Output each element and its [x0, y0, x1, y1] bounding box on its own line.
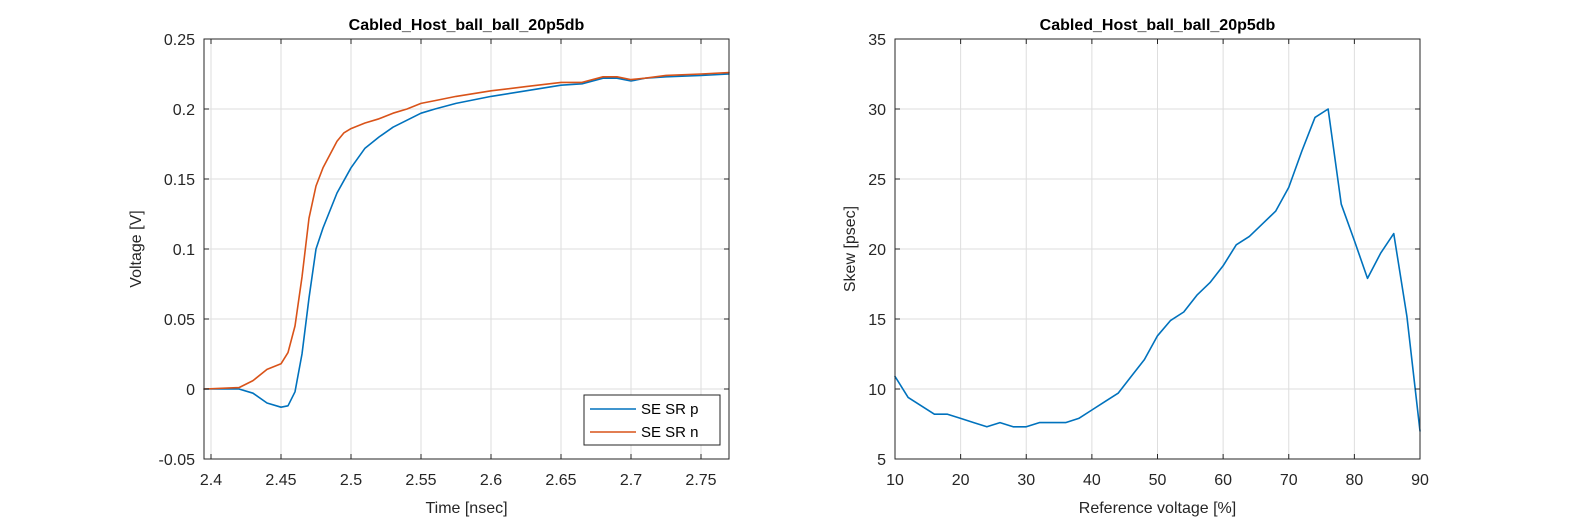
voltage-x-tick-label: 2.5 — [340, 472, 362, 489]
skew-y-axis-label: Skew [psec] — [842, 206, 859, 292]
voltage-y-axis-label: Voltage [V] — [128, 210, 145, 287]
voltage-legend: SE SR p SE SR n — [583, 394, 721, 446]
legend-label-se-sr-n: SE SR n — [641, 424, 699, 441]
legend-box — [583, 394, 721, 446]
skew-chart-title: Cabled_Host_ball_ball_20p5db — [1040, 17, 1276, 34]
skew-series-line — [894, 108, 1421, 432]
skew-y-tick-label: 30 — [868, 102, 886, 119]
voltage-x-tick-label: 2.6 — [480, 472, 502, 489]
skew-y-tick-label: 15 — [868, 312, 886, 329]
voltage-y-tick-label: 0.2 — [173, 102, 195, 119]
voltage-y-tick-label: 0.1 — [173, 242, 195, 259]
voltage-vs-time-chart: 2.4 2.45 2.5 2.55 2.6 2.65 2.7 2.75 -0.05 0 0.05 0.… — [128, 17, 730, 517]
voltage-x-tick-label: 2.4 — [200, 472, 222, 489]
voltage-y-tick-label: 0.15 — [164, 172, 195, 189]
voltage-series-se-sr-n — [203, 71, 730, 390]
skew-x-tick-label: 80 — [1345, 472, 1363, 489]
skew-x-tick-label: 90 — [1411, 472, 1429, 489]
voltage-x-tick-label: 2.55 — [405, 472, 436, 489]
skew-x-tick-label: 20 — [952, 472, 970, 489]
voltage-y-tick-label: -0.05 — [159, 452, 196, 469]
skew-x-axis-label: Reference voltage [%] — [1079, 500, 1236, 517]
voltage-series-se-sr-p — [203, 73, 730, 409]
voltage-chart-title: Cabled_Host_ball_ball_20p5db — [349, 17, 585, 34]
skew-x-tick-label: 40 — [1083, 472, 1101, 489]
voltage-y-tick-label: 0 — [186, 382, 195, 399]
skew-y-tick-label: 10 — [868, 382, 886, 399]
skew-y-tick-label: 35 — [868, 32, 886, 49]
skew-series-lines — [894, 108, 1421, 432]
voltage-x-axis-label: Time [nsec] — [425, 500, 507, 517]
skew-x-tick-label: 70 — [1280, 472, 1298, 489]
legend-label-se-sr-p: SE SR p — [641, 401, 699, 418]
voltage-y-tick-label: 0.05 — [164, 312, 195, 329]
skew-x-tick-label: 10 — [886, 472, 904, 489]
skew-y-tick-label: 20 — [868, 242, 886, 259]
voltage-ticks: 2.4 2.45 2.5 2.55 2.6 2.65 2.7 2.75 -0.05 0 0.05 0.… — [159, 32, 729, 489]
skew-y-tick-label: 5 — [877, 452, 886, 469]
voltage-x-tick-label: 2.75 — [685, 472, 716, 489]
voltage-x-tick-label: 2.65 — [545, 472, 576, 489]
voltage-x-tick-label: 2.7 — [620, 472, 642, 489]
voltage-x-tick-label: 2.45 — [265, 472, 296, 489]
voltage-series-lines — [203, 71, 730, 409]
skew-y-tick-label: 25 — [868, 172, 886, 189]
skew-x-tick-label: 50 — [1149, 472, 1167, 489]
skew-x-tick-label: 30 — [1017, 472, 1035, 489]
skew-x-tick-label: 60 — [1214, 472, 1232, 489]
voltage-y-tick-label: 0.25 — [164, 32, 195, 49]
